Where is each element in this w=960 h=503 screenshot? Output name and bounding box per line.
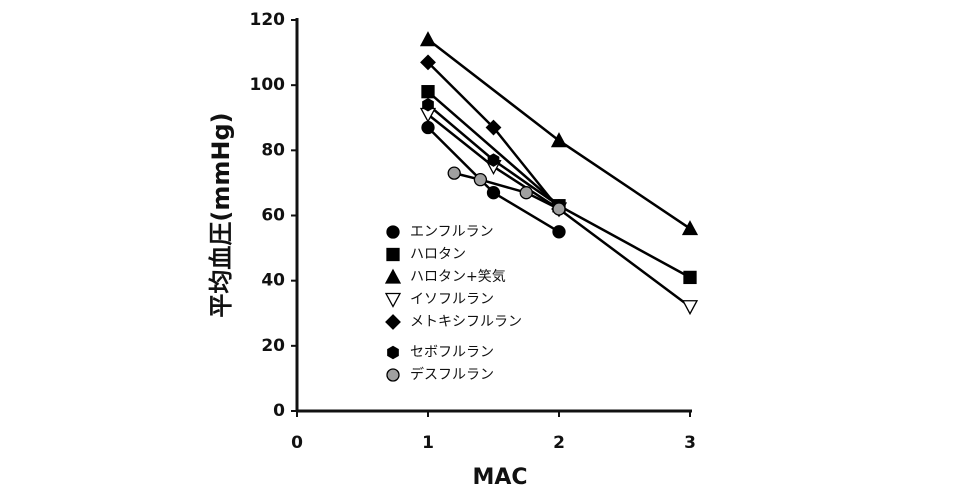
y-tick-label: 100 bbox=[250, 75, 286, 95]
legend-marker bbox=[384, 268, 402, 284]
series-line bbox=[427, 126, 560, 233]
marker bbox=[552, 202, 566, 216]
marker bbox=[683, 270, 697, 285]
marker bbox=[420, 54, 436, 71]
y-tick-label: 120 bbox=[250, 10, 286, 30]
legend-label: ハロタン bbox=[410, 247, 466, 263]
marker bbox=[486, 186, 501, 200]
y-tick-label: 80 bbox=[261, 140, 285, 160]
y-tick-label: 0 bbox=[273, 401, 285, 421]
legend-marker bbox=[387, 345, 399, 360]
series-line bbox=[427, 90, 691, 279]
marker bbox=[421, 120, 435, 135]
marker bbox=[550, 132, 568, 148]
legend-label: ハロタン+笑気 bbox=[410, 269, 506, 285]
legend-marker bbox=[386, 368, 400, 382]
x-tick-label: 0 bbox=[291, 433, 303, 453]
marker bbox=[447, 166, 461, 180]
marker bbox=[552, 225, 566, 239]
marker bbox=[485, 119, 502, 136]
legend-label: メトキシフルラン bbox=[410, 314, 522, 330]
legend-marker bbox=[386, 225, 400, 239]
legend-label: セボフルラン bbox=[410, 345, 494, 361]
x-axis-label: MAC bbox=[472, 465, 527, 490]
marker bbox=[421, 85, 435, 99]
marker bbox=[487, 153, 500, 167]
marker bbox=[681, 220, 699, 236]
series-line bbox=[453, 171, 560, 211]
y-tick-label: 40 bbox=[261, 271, 285, 291]
marker bbox=[681, 300, 699, 316]
y-axis-label: 平均血圧(mmHg) bbox=[207, 112, 235, 317]
legend-marker bbox=[385, 314, 401, 330]
marker bbox=[473, 173, 488, 187]
legend-label: デスフルラン bbox=[410, 366, 494, 383]
legend-label: イソフルラン bbox=[410, 292, 494, 308]
x-tick-label: 3 bbox=[684, 433, 696, 453]
legend-marker bbox=[384, 292, 402, 308]
y-tick-label: 20 bbox=[261, 336, 285, 356]
marker bbox=[422, 97, 434, 112]
legend-marker bbox=[386, 247, 400, 262]
legend-label: エンフルラン bbox=[410, 224, 494, 240]
y-tick-label: 60 bbox=[261, 206, 285, 226]
x-tick-label: 1 bbox=[422, 433, 434, 453]
x-tick-label: 2 bbox=[553, 433, 565, 453]
marker bbox=[519, 186, 533, 200]
marker bbox=[419, 31, 437, 47]
